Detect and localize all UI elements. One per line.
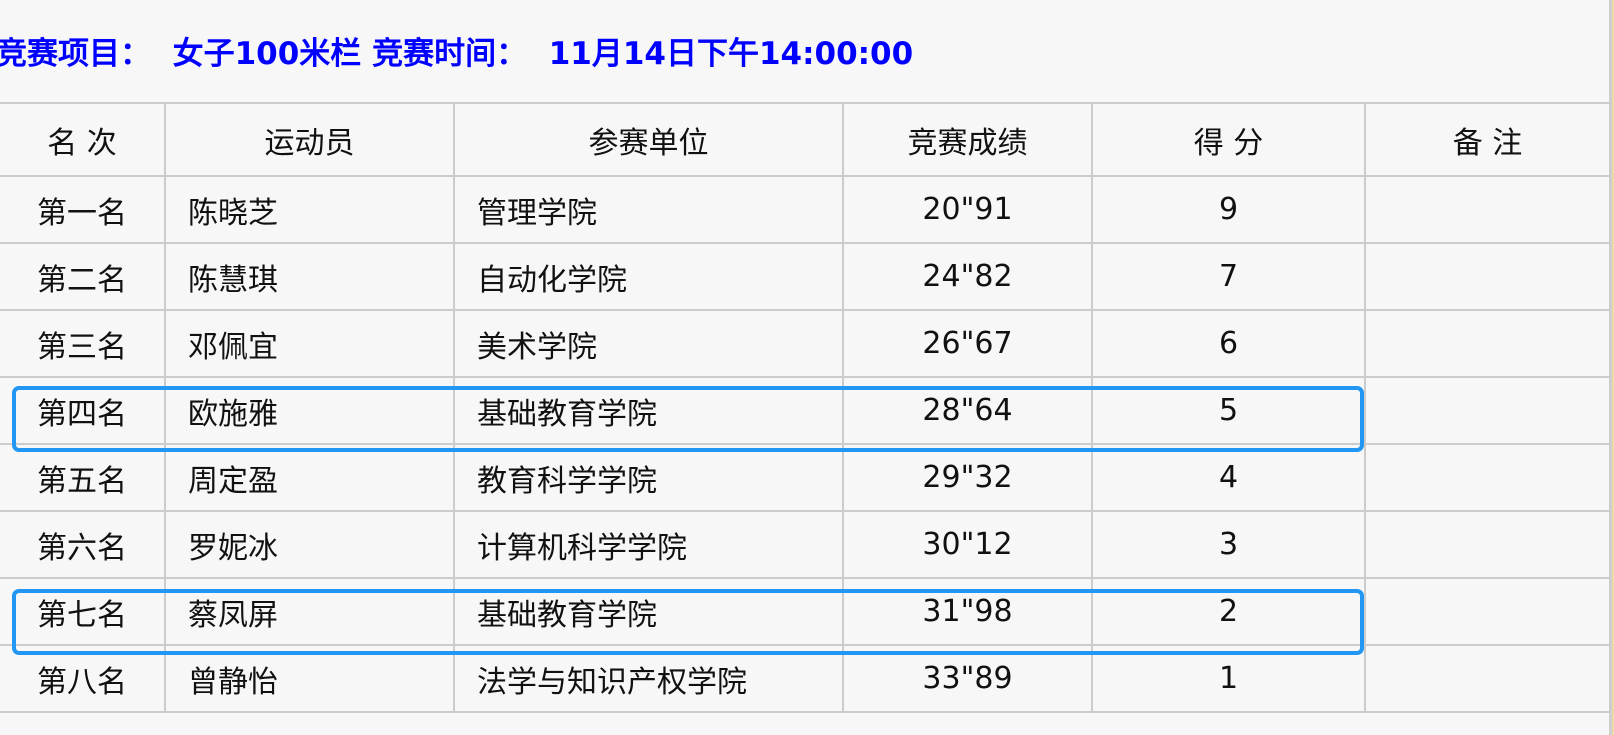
- cell-result: 29"32: [842, 443, 1093, 512]
- table-row: 第六名 罗妮冰 计算机科学学院 30"12 3: [0, 510, 1611, 579]
- col-athlete: 运动员: [164, 102, 455, 177]
- cell-note: [1364, 242, 1611, 311]
- table-row: 第五名 周定盈 教育科学学院 29"32 4: [0, 443, 1611, 512]
- page-title: 竞赛项目： 女子100米栏 竞赛时间： 11月14日下午14:00:00: [0, 28, 913, 73]
- cell-score: 5: [1091, 376, 1366, 445]
- cell-note: [1364, 577, 1611, 646]
- cell-athlete: 邓佩宜: [164, 309, 455, 378]
- cell-note: [1364, 376, 1611, 445]
- cell-unit: 教育科学学院: [453, 443, 844, 512]
- cell-note: [1364, 175, 1611, 244]
- table-row: 第四名 欧施雅 基础教育学院 28"64 5: [0, 376, 1611, 445]
- col-rank: 名 次: [0, 102, 166, 177]
- cell-rank: 第三名: [0, 309, 166, 378]
- cell-athlete: 罗妮冰: [164, 510, 455, 579]
- cell-result: 26"67: [842, 309, 1093, 378]
- cell-unit: 法学与知识产权学院: [453, 644, 844, 713]
- table-header: 名 次 运动员 参赛单位 竞赛成绩 得 分 备 注: [0, 102, 1611, 177]
- cell-athlete: 陈慧琪: [164, 242, 455, 311]
- cell-result: 28"64: [842, 376, 1093, 445]
- col-score: 得 分: [1091, 102, 1366, 177]
- cell-score: 1: [1091, 644, 1366, 713]
- cell-score: 9: [1091, 175, 1366, 244]
- cell-athlete: 曾静怡: [164, 644, 455, 713]
- cell-score: 6: [1091, 309, 1366, 378]
- event-time: 11月14日下午14:00:00: [548, 36, 914, 72]
- cell-unit: 美术学院: [453, 309, 844, 378]
- col-result: 竞赛成绩: [842, 102, 1093, 177]
- cell-score: 4: [1091, 443, 1366, 512]
- cell-unit: 基础教育学院: [453, 577, 844, 646]
- cell-athlete: 周定盈: [164, 443, 455, 512]
- col-note: 备 注: [1364, 102, 1611, 177]
- cell-athlete: 欧施雅: [164, 376, 455, 445]
- table-row: 第二名 陈慧琪 自动化学院 24"82 7: [0, 242, 1611, 311]
- cell-score: 3: [1091, 510, 1366, 579]
- cell-rank: 第八名: [0, 644, 166, 713]
- event-name: 女子100米栏: [172, 36, 362, 72]
- table-row: 第七名 蔡凤屏 基础教育学院 31"98 2: [0, 577, 1611, 646]
- results-table: 名 次 运动员 参赛单位 竞赛成绩 得 分 备 注 第一名 陈晓芝 管理学院 20"9…: [0, 102, 1611, 713]
- cell-result: 30"12: [842, 510, 1093, 579]
- table-row: 第八名 曾静怡 法学与知识产权学院 33"89 1: [0, 644, 1611, 713]
- cell-unit: 计算机科学学院: [453, 510, 844, 579]
- cell-rank: 第六名: [0, 510, 166, 579]
- cell-note: [1364, 443, 1611, 512]
- table-row: 第一名 陈晓芝 管理学院 20"91 9: [0, 175, 1611, 244]
- cell-rank: 第七名: [0, 577, 166, 646]
- table-row: 第三名 邓佩宜 美术学院 26"67 6: [0, 309, 1611, 378]
- cell-score: 2: [1091, 577, 1366, 646]
- cell-note: [1364, 510, 1611, 579]
- scroll-edge: [1612, 0, 1614, 735]
- cell-rank: 第二名: [0, 242, 166, 311]
- cell-rank: 第四名: [0, 376, 166, 445]
- cell-unit: 基础教育学院: [453, 376, 844, 445]
- cell-rank: 第一名: [0, 175, 166, 244]
- col-unit: 参赛单位: [453, 102, 844, 177]
- cell-result: 24"82: [842, 242, 1093, 311]
- cell-result: 33"89: [842, 644, 1093, 713]
- cell-score: 7: [1091, 242, 1366, 311]
- event-label: 竞赛项目：: [0, 36, 151, 72]
- cell-unit: 管理学院: [453, 175, 844, 244]
- cell-unit: 自动化学院: [453, 242, 844, 311]
- cell-rank: 第五名: [0, 443, 166, 512]
- page-edge: [1609, 0, 1612, 735]
- cell-result: 31"98: [842, 577, 1093, 646]
- cell-athlete: 蔡凤屏: [164, 577, 455, 646]
- time-label: 竞赛时间：: [372, 36, 528, 72]
- cell-result: 20"91: [842, 175, 1093, 244]
- cell-note: [1364, 644, 1611, 713]
- cell-athlete: 陈晓芝: [164, 175, 455, 244]
- cell-note: [1364, 309, 1611, 378]
